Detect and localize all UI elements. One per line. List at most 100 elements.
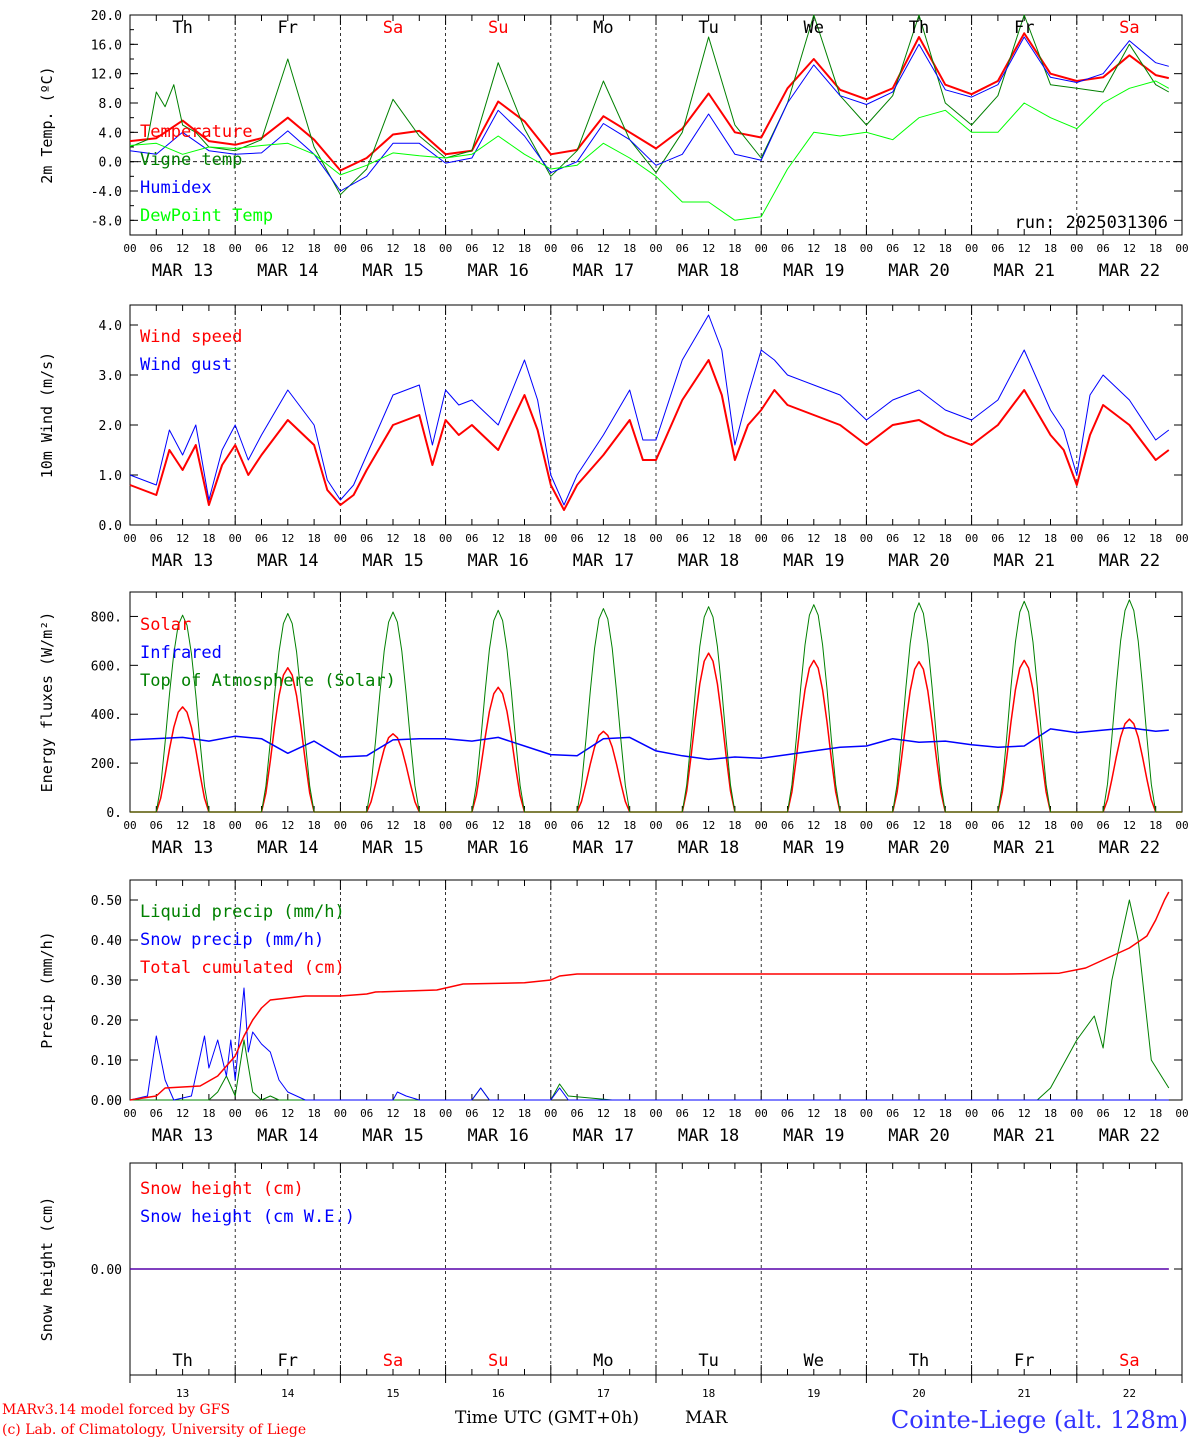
- hour-label: 06: [991, 242, 1004, 255]
- hour-label: 06: [255, 242, 268, 255]
- hour-label: 12: [597, 819, 610, 832]
- hour-label: 06: [991, 1107, 1004, 1120]
- hour-label: 06: [886, 819, 899, 832]
- y-tick-label: 4.0: [99, 319, 122, 334]
- hour-label: 00: [1070, 1107, 1083, 1120]
- hour-label: 06: [886, 532, 899, 545]
- hour-label: 18: [1149, 1107, 1162, 1120]
- y-tick-label: 16.0: [91, 38, 122, 53]
- hour-label: 18: [202, 532, 215, 545]
- day-name: Sa: [1119, 1351, 1139, 1371]
- hour-label: 18: [307, 242, 320, 255]
- day-number: 19: [807, 1387, 820, 1400]
- hour-label: 06: [676, 819, 689, 832]
- hour-label: 00: [229, 819, 242, 832]
- hour-label: 12: [912, 1107, 925, 1120]
- date-label: MAR 19: [783, 551, 844, 571]
- date-label: MAR 15: [362, 838, 423, 858]
- date-label: MAR 14: [257, 261, 318, 281]
- hour-label: 18: [518, 242, 531, 255]
- day-name: Fr: [278, 1351, 298, 1371]
- y-tick-label: 0.50: [91, 894, 122, 909]
- hour-label: 18: [518, 819, 531, 832]
- hour-label: 06: [781, 1107, 794, 1120]
- y-tick-label: 800.: [91, 610, 122, 625]
- hour-label: 00: [439, 532, 452, 545]
- hour-label: 00: [755, 242, 768, 255]
- hour-label: 18: [307, 819, 320, 832]
- date-label: MAR 18: [678, 1126, 739, 1146]
- date-label: MAR 14: [257, 838, 318, 858]
- day-name: Su: [488, 1351, 508, 1371]
- legend-entry: Snow precip (mm/h): [140, 930, 324, 950]
- hour-label: 12: [597, 242, 610, 255]
- y-tick-label: -8.0: [91, 214, 122, 229]
- date-label: MAR 18: [678, 551, 739, 571]
- date-label: MAR 17: [573, 1126, 634, 1146]
- hour-label: 12: [702, 242, 715, 255]
- hour-label: 18: [307, 532, 320, 545]
- day-name: We: [804, 1351, 824, 1371]
- model-credit: MARv3.14 model forced by GFS: [2, 1402, 230, 1418]
- day-name: We: [804, 18, 824, 38]
- y-tick-label: 0.00: [91, 1263, 122, 1278]
- hour-label: 12: [807, 532, 820, 545]
- hour-label: 06: [676, 1107, 689, 1120]
- hour-label: 18: [1044, 1107, 1057, 1120]
- hour-label: 12: [281, 1107, 294, 1120]
- series-line-1: [129, 359, 1170, 511]
- y-tick-label: 0.20: [91, 1014, 122, 1029]
- hour-label: 06: [991, 819, 1004, 832]
- hour-label: 12: [702, 819, 715, 832]
- day-number: 22: [1123, 1387, 1136, 1400]
- hour-label: 00: [123, 1107, 136, 1120]
- date-label: MAR 19: [783, 261, 844, 281]
- hour-label: 18: [833, 1107, 846, 1120]
- hour-label: 18: [1044, 242, 1057, 255]
- y-tick-label: -4.0: [91, 185, 122, 200]
- y-axis-label: 10m Wind (m/s): [38, 352, 56, 478]
- hour-label: 00: [229, 532, 242, 545]
- legend-entry: Snow height (cm): [140, 1179, 304, 1199]
- hour-label: 18: [939, 819, 952, 832]
- hour-label: 12: [492, 242, 505, 255]
- day-number: 13: [176, 1387, 189, 1400]
- y-tick-label: 1.0: [99, 469, 122, 484]
- hour-label: 06: [465, 819, 478, 832]
- hour-label: 12: [492, 819, 505, 832]
- hour-label: 12: [492, 1107, 505, 1120]
- date-label: MAR 14: [257, 551, 318, 571]
- lab-credit: (c) Lab. of Climatology, University of L…: [2, 1422, 306, 1438]
- date-label: MAR 18: [678, 838, 739, 858]
- hour-label: 06: [255, 532, 268, 545]
- hour-label: 12: [492, 532, 505, 545]
- hour-label: 12: [1018, 1107, 1031, 1120]
- day-number: 17: [597, 1387, 610, 1400]
- day-number: 20: [912, 1387, 925, 1400]
- hour-label: 00: [649, 819, 662, 832]
- hour-label: 12: [912, 819, 925, 832]
- hour-label: 18: [728, 532, 741, 545]
- y-tick-label: 4.0: [99, 126, 122, 141]
- hour-label: 06: [1096, 532, 1109, 545]
- hour-label: 00: [123, 532, 136, 545]
- legend-entry: Wind speed: [140, 327, 242, 347]
- hour-label: 06: [570, 1107, 583, 1120]
- hour-label: 00: [544, 819, 557, 832]
- y-tick-label: 12.0: [91, 68, 122, 83]
- hour-label: 00: [334, 819, 347, 832]
- day-name: Th: [172, 18, 192, 38]
- hour-label: 18: [728, 1107, 741, 1120]
- series-line-3: [129, 891, 1170, 1101]
- legend-entry: Top of Atmosphere (Solar): [140, 671, 396, 691]
- hour-label: 18: [1044, 819, 1057, 832]
- hour-label: 00: [860, 1107, 873, 1120]
- date-label: MAR 21: [993, 838, 1054, 858]
- legend-entry: Vigne temp: [140, 150, 242, 170]
- hour-label: 12: [1123, 1107, 1136, 1120]
- date-label: MAR 17: [573, 551, 634, 571]
- date-label: MAR 17: [573, 838, 634, 858]
- hour-label: 00: [1070, 242, 1083, 255]
- date-label: MAR 21: [993, 1126, 1054, 1146]
- legend-entry: Liquid precip (mm/h): [140, 902, 345, 922]
